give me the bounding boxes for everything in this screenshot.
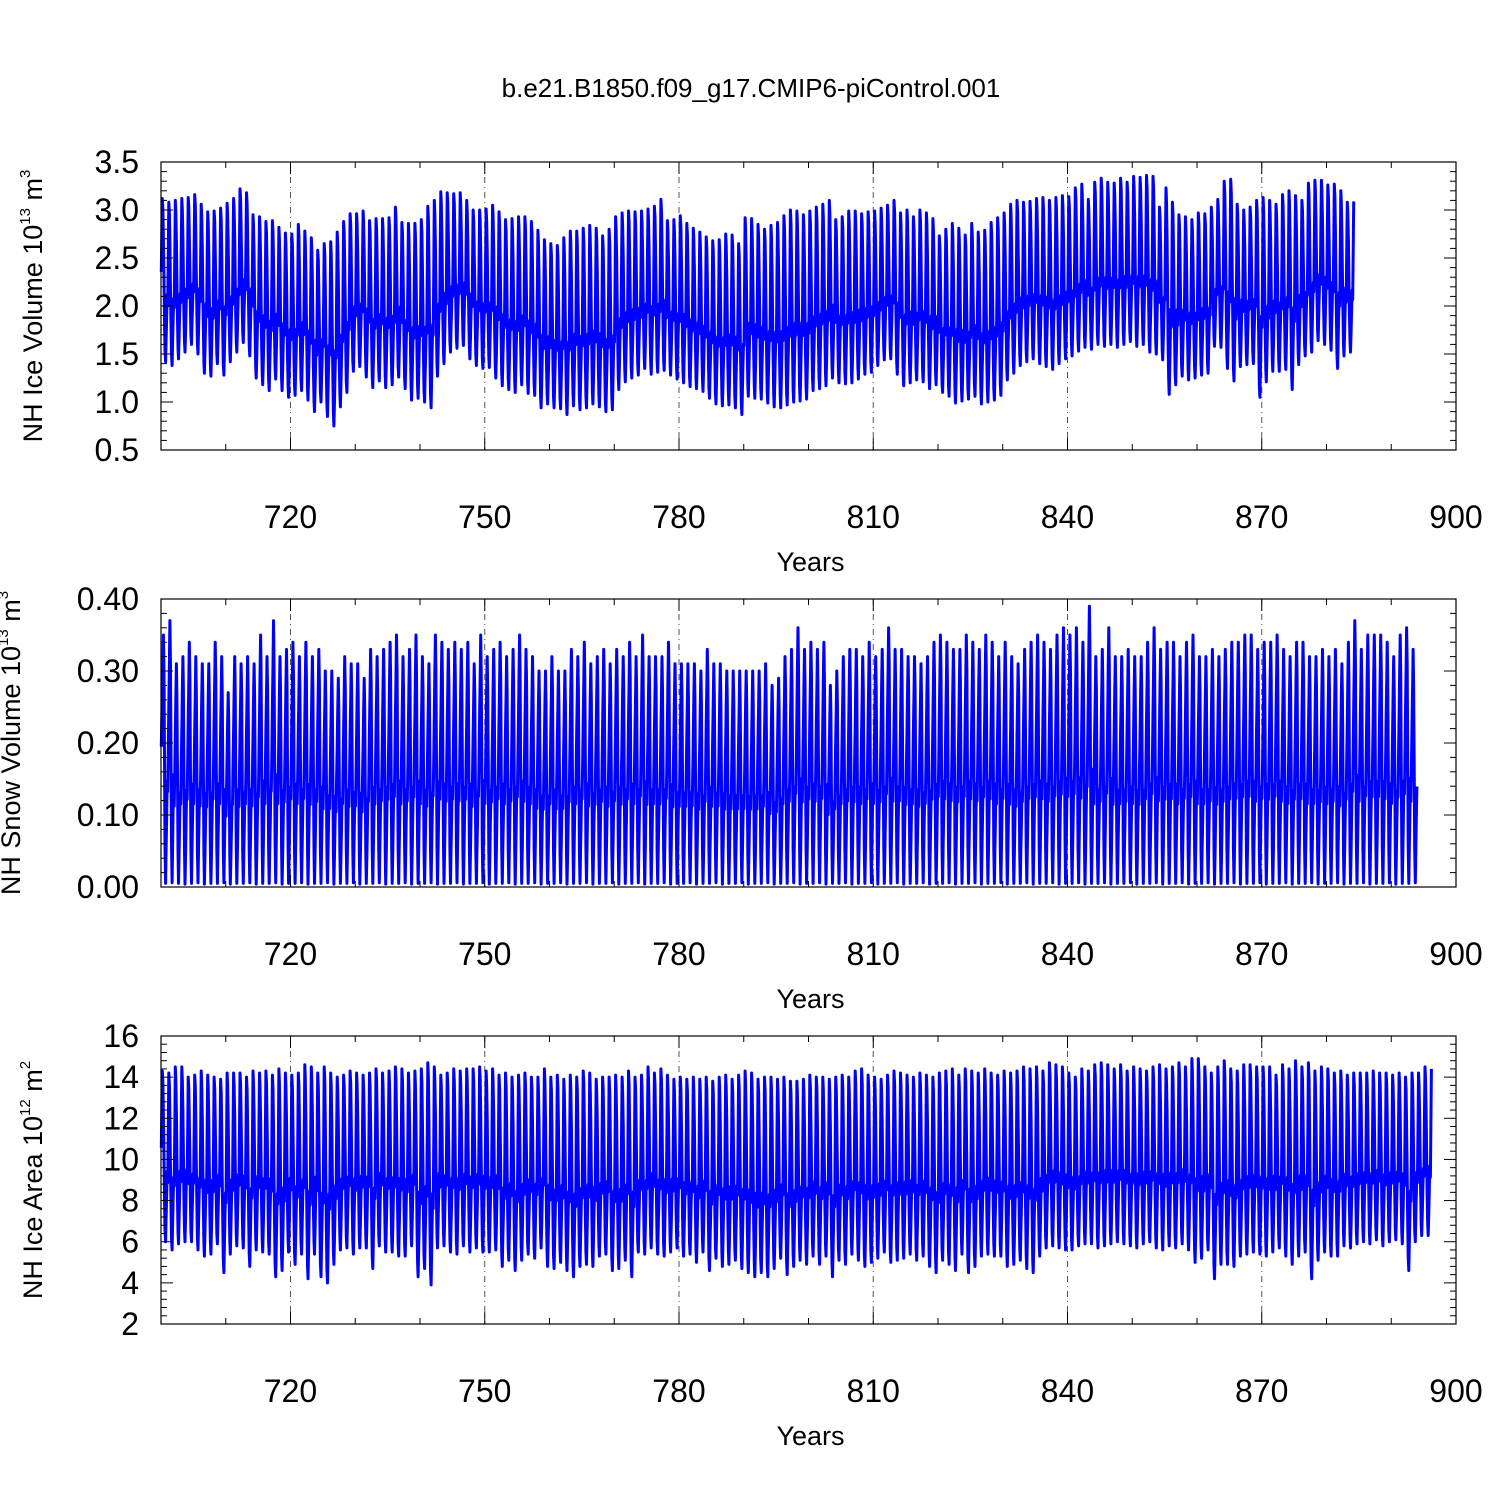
ice-area-x-tick-label: 870 <box>1235 1373 1288 1409</box>
ice-volume-y-tick-label: 0.5 <box>95 432 139 468</box>
snow-volume-series-line <box>159 604 1419 886</box>
ice-area-y-tick-label: 6 <box>121 1224 139 1260</box>
ice-area-y-tick-label: 14 <box>103 1059 139 1095</box>
snow-volume-y-tick-label: 0.20 <box>77 725 139 761</box>
snow-volume-x-tick-label: 750 <box>458 936 511 972</box>
ice-area-x-tick-label: 780 <box>652 1373 705 1409</box>
ice-area-y-tick-label: 2 <box>121 1306 139 1342</box>
ice-area-y-tick-label: 10 <box>103 1141 139 1177</box>
snow-volume-x-tick-label: 780 <box>652 936 705 972</box>
ice-volume-y-axis-title: NH Ice Volume 1013 m3 <box>17 170 48 443</box>
ice-volume-x-tick-label: 750 <box>458 499 511 535</box>
snow-volume-y-axis-title: NH Snow Volume 1013 m3 <box>0 591 26 895</box>
ice-area-x-tick-label: 720 <box>264 1373 317 1409</box>
ice-volume-series-line <box>159 173 1356 428</box>
ice-volume-x-tick-label: 780 <box>652 499 705 535</box>
ice-volume-y-tick-label: 1.0 <box>95 384 139 420</box>
ice-area-y-tick-label: 4 <box>121 1265 139 1301</box>
ice-area-y-tick-label: 12 <box>103 1100 139 1136</box>
ice-area-series-line <box>159 1057 1433 1287</box>
ice-volume-y-tick-label: 2.5 <box>95 240 139 276</box>
ice-area-x-axis-title: Years <box>776 1421 844 1451</box>
ice-volume-panel: 720 750 780 810 840 870 900 0.5 1.0 1.5 2.0 2.5 3.0 3… <box>17 144 1483 577</box>
figure-title: b.e21.B1850.f09_g17.CMIP6-piControl.001 <box>502 73 1001 103</box>
ice-volume-x-tick-label: 720 <box>264 499 317 535</box>
ice-volume-x-tick-label: 900 <box>1429 499 1482 535</box>
snow-volume-x-tick-label: 900 <box>1429 936 1482 972</box>
snow-volume-y-tick-label: 0.30 <box>77 653 139 689</box>
snow-volume-panel: 720 750 780 810 840 870 900 0.00 0.10 0.20 0.30 0.4… <box>0 581 1483 1014</box>
snow-volume-x-tick-label: 870 <box>1235 936 1288 972</box>
ice-area-x-tick-label: 810 <box>847 1373 900 1409</box>
ice-volume-y-tick-label: 2.0 <box>95 288 139 324</box>
ice-volume-x-tick-label: 870 <box>1235 499 1288 535</box>
ice-volume-x-tick-label: 840 <box>1041 499 1094 535</box>
snow-volume-x-tick-label: 810 <box>847 936 900 972</box>
ice-volume-y-tick-label: 3.0 <box>95 192 139 228</box>
ice-volume-y-tick-label: 1.5 <box>95 336 139 372</box>
snow-volume-x-tick-label: 840 <box>1041 936 1094 972</box>
ice-volume-y-tick-label: 3.5 <box>95 144 139 180</box>
ice-area-y-axis-title: NH Ice Area 1012 m2 <box>17 1061 48 1299</box>
ice-area-x-tick-label: 750 <box>458 1373 511 1409</box>
snow-volume-x-axis-title: Years <box>776 984 844 1014</box>
snow-volume-y-tick-label: 0.10 <box>77 797 139 833</box>
ice-area-y-tick-label: 16 <box>103 1018 139 1054</box>
ice-volume-x-tick-label: 810 <box>847 499 900 535</box>
snow-volume-y-tick-label: 0.00 <box>77 869 139 905</box>
ice-area-y-tick-label: 8 <box>121 1183 139 1219</box>
ice-area-x-tick-label: 840 <box>1041 1373 1094 1409</box>
snow-volume-x-tick-label: 720 <box>264 936 317 972</box>
ice-area-x-tick-label: 900 <box>1429 1373 1482 1409</box>
ice-volume-x-axis-title: Years <box>776 547 844 577</box>
snow-volume-y-tick-label: 0.40 <box>77 581 139 617</box>
